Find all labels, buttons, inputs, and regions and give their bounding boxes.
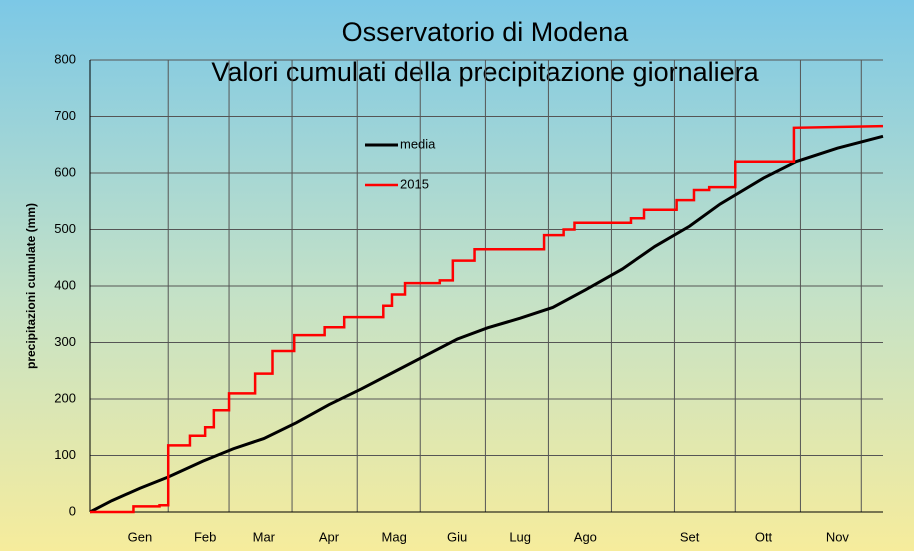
y-tick-label: 300 [54,334,76,349]
x-tick-label: Mag [382,529,407,544]
y-tick-label: 200 [54,390,76,405]
x-tick-label: Set [680,529,700,544]
x-tick-label: Mar [253,529,276,544]
x-tick-label: Nov [826,529,850,544]
y-tick-label: 700 [54,108,76,123]
y-tick-label: 100 [54,447,76,462]
y-tick-label: 400 [54,277,76,292]
legend-label: media [400,136,436,151]
chart-title: Osservatorio di Modena [342,17,630,47]
x-tick-label: Apr [319,529,340,544]
y-tick-label: 600 [54,164,76,179]
y-axis-label: precipitazioni cumulate (mm) [24,203,38,369]
x-tick-label: Feb [194,529,216,544]
series-line [89,134,884,514]
y-tick-label: 500 [54,221,76,236]
x-tick-label: Giu [447,529,467,544]
x-tick-label: Gen [128,529,153,544]
x-tick-label: Lug [509,529,531,544]
series-line [90,124,884,514]
x-tick-label: Ott [755,529,773,544]
y-tick-label: 0 [69,503,76,518]
legend-label: 2015 [400,176,429,191]
y-tick-label: 800 [54,51,76,66]
x-tick-label: Ago [574,529,597,544]
